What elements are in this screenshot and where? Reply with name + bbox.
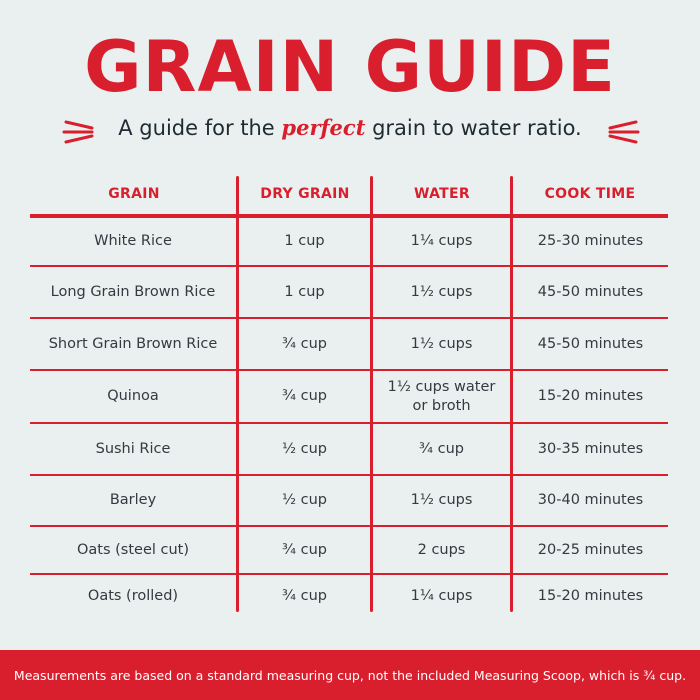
footer-note: Measurements are based on a standard mea… (0, 650, 700, 700)
cell-dry-grain: ¾ cup (281, 541, 328, 558)
subtitle-before: A guide for the (118, 116, 282, 140)
row-divider (30, 369, 668, 371)
left-accent-dashes-icon (62, 120, 94, 144)
cell-dry-grain: 1 cup (284, 283, 325, 300)
column-divider (510, 176, 513, 612)
header-dry-grain: DRY GRAIN (260, 186, 350, 202)
cell-water: 1½ cups (410, 283, 473, 300)
cell-cook-time: 20-25 minutes (537, 541, 644, 558)
header-cook-time: COOK TIME (544, 186, 636, 202)
cell-dry-grain: ½ cup (281, 440, 328, 457)
subtitle: A guide for the perfect grain to water r… (0, 112, 700, 144)
row-divider (30, 422, 668, 424)
cell-water: 1¼ cups (410, 233, 473, 249)
subtitle-emphasis: perfect (281, 115, 366, 140)
cell-water: ¾ cup (418, 440, 465, 457)
cell-grain: Oats (rolled) (87, 587, 179, 604)
cell-water: 1½ cups (410, 335, 473, 352)
row-divider (30, 317, 668, 319)
row-divider (30, 525, 668, 527)
column-divider (236, 176, 239, 612)
right-accent-dashes-icon (608, 120, 640, 144)
cell-cook-time: 45-50 minutes (537, 283, 644, 300)
cell-water: 2 cups (417, 541, 466, 558)
header-grain: GRAIN (108, 186, 160, 202)
page-title: GRAIN GUIDE (84, 26, 616, 108)
cell-cook-time: 15-20 minutes (537, 587, 644, 604)
cell-dry-grain: ½ cup (281, 492, 328, 508)
cell-water: 1½ cups water or broth (387, 378, 496, 414)
cell-grain: Short Grain Brown Rice (48, 335, 218, 352)
row-divider (30, 573, 668, 575)
cell-grain: Quinoa (107, 388, 159, 404)
cell-dry-grain: ¾ cup (281, 335, 328, 352)
row-divider (30, 265, 668, 267)
cell-water: 1½ cups (410, 492, 473, 508)
subtitle-after: grain to water ratio. (365, 116, 582, 140)
cell-water: 1¼ cups (410, 587, 473, 604)
cell-cook-time: 15-20 minutes (537, 388, 644, 404)
footer-text: Measurements are based on a standard mea… (13, 667, 687, 683)
header-divider (30, 214, 668, 218)
cell-dry-grain: ¾ cup (281, 587, 328, 604)
cell-cook-time: 30-40 minutes (537, 492, 644, 508)
cell-grain: Long Grain Brown Rice (50, 283, 216, 300)
cell-cook-time: 25-30 minutes (537, 233, 644, 249)
cell-grain: Barley (109, 492, 157, 508)
cell-grain: White Rice (94, 233, 172, 249)
cell-grain: Oats (steel cut) (76, 541, 190, 558)
column-divider (370, 176, 373, 612)
cell-cook-time: 30-35 minutes (537, 440, 644, 457)
cell-grain: Sushi Rice (95, 440, 171, 457)
cell-dry-grain: 1 cup (284, 233, 325, 249)
cell-dry-grain: ¾ cup (281, 388, 328, 404)
cell-cook-time: 45-50 minutes (537, 335, 644, 352)
row-divider (30, 474, 668, 476)
header-water: WATER (414, 186, 470, 202)
